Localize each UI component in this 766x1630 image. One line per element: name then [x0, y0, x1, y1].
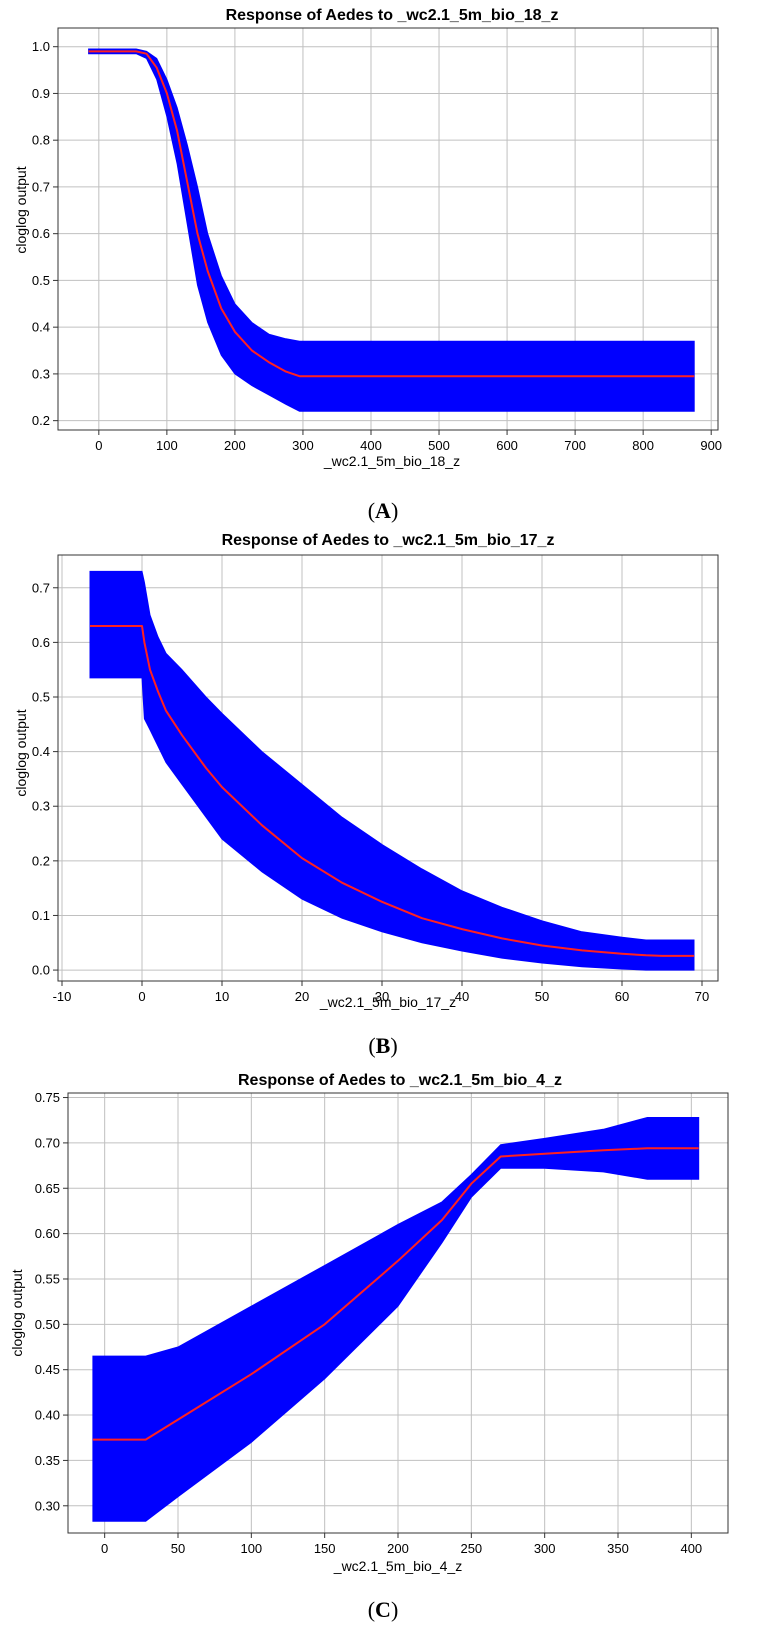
chart-b-y-axis-label: cloglog output — [13, 709, 29, 796]
chart-b-x-tick-label: 10 — [215, 989, 229, 1004]
chart-a-x-tick-label: 0 — [95, 438, 102, 453]
chart-a-x-tick-label: 100 — [156, 438, 178, 453]
chart-c-title: Response of Aedes to _wc2.1_5m_bio_4_z — [238, 1072, 562, 1089]
chart-b-x-tick-label: 60 — [615, 989, 629, 1004]
chart-b-confidence-band — [89, 570, 695, 971]
chart-a-band-layer — [88, 48, 695, 412]
chart-b-panel-label: (B) — [368, 1033, 398, 1058]
chart-c-y-axis-label: cloglog output — [9, 1269, 25, 1356]
chart-a-y-tick-label: 0.5 — [32, 273, 50, 288]
chart-a-y-axis-label: cloglog output — [13, 166, 29, 253]
chart-a-x-ticks: 0 100 200 300 400 500 600 700 800 900 — [95, 430, 722, 453]
chart-b-x-tick-label: 20 — [295, 989, 309, 1004]
chart-b-y-tick-label: 0.1 — [32, 908, 50, 923]
chart-c-y-ticks: 0.30 0.35 0.40 0.45 0.50 0.55 0.60 0.65 0.70 0.75 — [35, 1090, 68, 1513]
chart-a-y-ticks: 0.2 0.3 0.4 0.5 0.6 0.7 0.8 0.9 1.0 — [32, 39, 58, 428]
chart-a-plot-border — [57, 27, 719, 431]
chart-b-plot-border — [57, 554, 719, 982]
chart-c-y-tick-label: 0.55 — [35, 1271, 60, 1286]
chart-c-y-tick-label: 0.35 — [35, 1453, 60, 1468]
chart-b-x-tick-label: 70 — [695, 989, 709, 1004]
chart-a-response-line — [88, 50, 695, 378]
chart-b-x-tick-label: 0 — [138, 989, 145, 1004]
chart-a-panel-label: (A) — [367, 498, 399, 523]
chart-c-y-tick-label: 0.65 — [35, 1181, 60, 1196]
chart-c-x-tick-label: 250 — [460, 1541, 482, 1556]
chart-a-y-tick-label: 0.3 — [32, 366, 50, 381]
chart-b-x-axis-label: _wc2.1_5m_bio_17_z — [319, 994, 456, 1010]
chart-a-x-axis-label: _wc2.1_5m_bio_18_z — [323, 453, 460, 469]
chart-c-x-tick-label: 150 — [314, 1541, 336, 1556]
chart-c-y-tick-label: 0.45 — [35, 1362, 60, 1377]
chart-b-x-ticks: -10 0 10 20 30 40 50 60 70 — [53, 981, 709, 1004]
chart-c-response-line — [92, 1147, 699, 1441]
chart-b-y-tick-label: 0.7 — [32, 580, 50, 595]
chart-a-confidence-band — [88, 48, 695, 412]
chart-b-y-tick-label: 0.2 — [32, 853, 50, 868]
chart-panel-b: Response of Aedes to _wc2.1_5m_bio_17_z … — [0, 525, 766, 1065]
chart-c-panel-label: (C) — [367, 1597, 399, 1622]
chart-b-x-tick-label: -10 — [53, 989, 72, 1004]
chart-a-x-tick-label: 700 — [564, 438, 586, 453]
chart-c-x-tick-label: 100 — [240, 1541, 262, 1556]
chart-c-x-ticks: 0 50 100 150 200 250 300 350 400 — [101, 1533, 702, 1556]
chart-c-confidence-band — [92, 1117, 700, 1522]
chart-b-y-tick-label: 0.6 — [32, 635, 50, 650]
chart-a-y-tick-label: 0.2 — [32, 413, 50, 428]
chart-c-svg: Response of Aedes to _wc2.1_5m_bio_4_z 0… — [9, 1072, 729, 1574]
chart-c-y-tick-label: 0.60 — [35, 1226, 60, 1241]
chart-b-y-tick-label: 0.0 — [32, 963, 50, 978]
chart-b-svg: Response of Aedes to _wc2.1_5m_bio_17_z … — [13, 532, 719, 1010]
chart-a-x-tick-label: 500 — [428, 438, 450, 453]
chart-a-x-tick-label: 200 — [224, 438, 246, 453]
chart-c-band-layer — [92, 1117, 700, 1522]
chart-b-y-tick-label: 0.3 — [32, 799, 50, 814]
chart-b-y-ticks: 0.0 0.1 0.2 0.3 0.4 0.5 0.6 0.7 — [32, 580, 58, 978]
chart-a-svg: Response of Aedes to _wc2.1_5m_bio_18_z … — [13, 7, 722, 469]
chart-c-x-tick-label: 0 — [101, 1541, 108, 1556]
chart-b-x-tick-label: 40 — [455, 989, 469, 1004]
chart-a-x-tick-label: 800 — [632, 438, 654, 453]
chart-a-y-tick-label: 1.0 — [32, 39, 50, 54]
chart-a-x-tick-label: 900 — [700, 438, 722, 453]
chart-b-line-layer — [90, 625, 694, 957]
chart-c-x-tick-label: 200 — [387, 1541, 409, 1556]
chart-c-y-tick-label: 0.30 — [35, 1498, 60, 1513]
chart-panel-a: Response of Aedes to _wc2.1_5m_bio_18_z … — [0, 0, 766, 530]
chart-c-x-tick-label: 350 — [607, 1541, 629, 1556]
chart-b-title: Response of Aedes to _wc2.1_5m_bio_17_z — [222, 532, 555, 549]
chart-c-y-tick-label: 0.40 — [35, 1408, 60, 1423]
chart-c-y-tick-label: 0.50 — [35, 1317, 60, 1332]
chart-c-x-tick-label: 50 — [171, 1541, 185, 1556]
chart-b-response-line — [90, 625, 694, 957]
chart-b-y-tick-label: 0.4 — [32, 744, 50, 759]
chart-a-title: Response of Aedes to _wc2.1_5m_bio_18_z — [226, 7, 559, 24]
chart-b-x-tick-label: 30 — [375, 989, 389, 1004]
chart-c-x-tick-label: 400 — [680, 1541, 702, 1556]
chart-a-y-tick-label: 0.7 — [32, 179, 50, 194]
chart-panel-c: Response of Aedes to _wc2.1_5m_bio_4_z 0… — [0, 1065, 766, 1630]
chart-c-line-layer — [92, 1147, 699, 1441]
chart-c-y-tick-label: 0.70 — [35, 1135, 60, 1150]
chart-c-y-tick-label: 0.75 — [35, 1090, 60, 1105]
chart-a-y-tick-label: 0.4 — [32, 320, 50, 335]
chart-a-line-layer — [88, 50, 695, 378]
chart-a-x-tick-label: 600 — [496, 438, 518, 453]
chart-b-band-layer — [89, 570, 695, 971]
chart-b-x-tick-label: 50 — [535, 989, 549, 1004]
chart-c-plot-border — [67, 1092, 729, 1534]
chart-b-y-tick-label: 0.5 — [32, 690, 50, 705]
chart-a-x-tick-label: 400 — [360, 438, 382, 453]
chart-a-x-tick-label: 300 — [292, 438, 314, 453]
chart-a-y-tick-label: 0.6 — [32, 226, 50, 241]
chart-a-y-tick-label: 0.9 — [32, 86, 50, 101]
chart-c-x-axis-label: _wc2.1_5m_bio_4_z — [333, 1558, 462, 1574]
chart-c-x-tick-label: 300 — [534, 1541, 556, 1556]
chart-a-y-tick-label: 0.8 — [32, 133, 50, 148]
